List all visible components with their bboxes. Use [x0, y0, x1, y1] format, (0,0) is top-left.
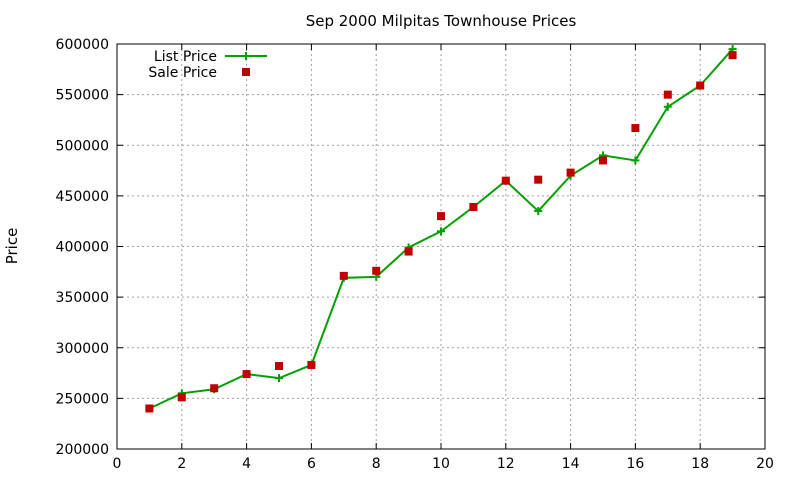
series-1-point-7 — [372, 266, 381, 275]
y-axis-label: Price — [3, 228, 21, 265]
x-tick-label-5: 10 — [432, 456, 450, 472]
series-0-point-15 — [631, 156, 640, 165]
series-1-point-0 — [145, 404, 154, 413]
series-1-point-13 — [566, 168, 575, 177]
axis-ticks: 0 2 4 6 8 10 12 14 16 18 20 200000 250000 300000 35000… — [56, 37, 774, 472]
series-1-point-1 — [177, 393, 186, 402]
y-tick-label-8: 600000 — [56, 37, 109, 53]
x-tick-label-1: 2 — [177, 456, 186, 472]
y-tick-label-6: 500000 — [56, 138, 109, 154]
series-1-point-10 — [469, 203, 478, 212]
x-tick-label-2: 4 — [242, 456, 251, 472]
series-0-point-9 — [437, 227, 445, 236]
grid-lines — [117, 44, 765, 449]
x-tick-label-6: 12 — [497, 456, 515, 472]
series-1-point-9 — [437, 212, 445, 221]
y-tick-label-0: 200000 — [56, 442, 109, 458]
x-tick-label-3: 6 — [307, 456, 316, 472]
x-tick-label-4: 8 — [372, 456, 381, 472]
series-1-point-11 — [501, 176, 510, 185]
series-1-point-2 — [210, 384, 219, 393]
legend-marker-0 — [242, 52, 250, 60]
series-1-point-5 — [307, 360, 316, 369]
y-tick-label-1: 250000 — [56, 391, 109, 407]
x-tick-label-8: 16 — [626, 456, 644, 472]
x-tick-label-7: 14 — [562, 456, 580, 472]
x-tick-label-10: 20 — [756, 456, 774, 472]
series-0-point-16 — [663, 102, 672, 111]
series-layer — [145, 45, 737, 413]
legend-label-0: List Price — [154, 49, 217, 65]
legend-label-1: Sale Price — [148, 65, 217, 81]
series-1-point-17 — [696, 81, 705, 90]
y-tick-label-7: 550000 — [56, 88, 109, 104]
series-1-point-12 — [534, 175, 543, 184]
x-tick-label-9: 18 — [691, 456, 709, 472]
series-0-point-4 — [275, 374, 283, 383]
series-1-point-18 — [728, 51, 737, 60]
chart-title: Sep 2000 Milpitas Townhouse Prices — [306, 12, 577, 30]
y-tick-label-2: 300000 — [56, 341, 109, 357]
series-1 — [145, 51, 737, 413]
y-tick-label-4: 400000 — [56, 240, 109, 256]
series-1-point-6 — [339, 271, 348, 280]
y-tick-label-5: 450000 — [56, 189, 109, 205]
legend-marker-1 — [242, 68, 250, 76]
series-1-point-15 — [631, 124, 640, 133]
series-1-point-3 — [242, 370, 251, 379]
series-1-point-16 — [663, 90, 672, 99]
series-1-point-4 — [275, 361, 283, 370]
y-tick-label-3: 350000 — [56, 290, 109, 306]
series-0-point-12 — [534, 207, 543, 216]
x-tick-label-0: 0 — [113, 456, 122, 472]
series-1-point-8 — [404, 247, 413, 256]
series-1-point-14 — [599, 156, 607, 165]
